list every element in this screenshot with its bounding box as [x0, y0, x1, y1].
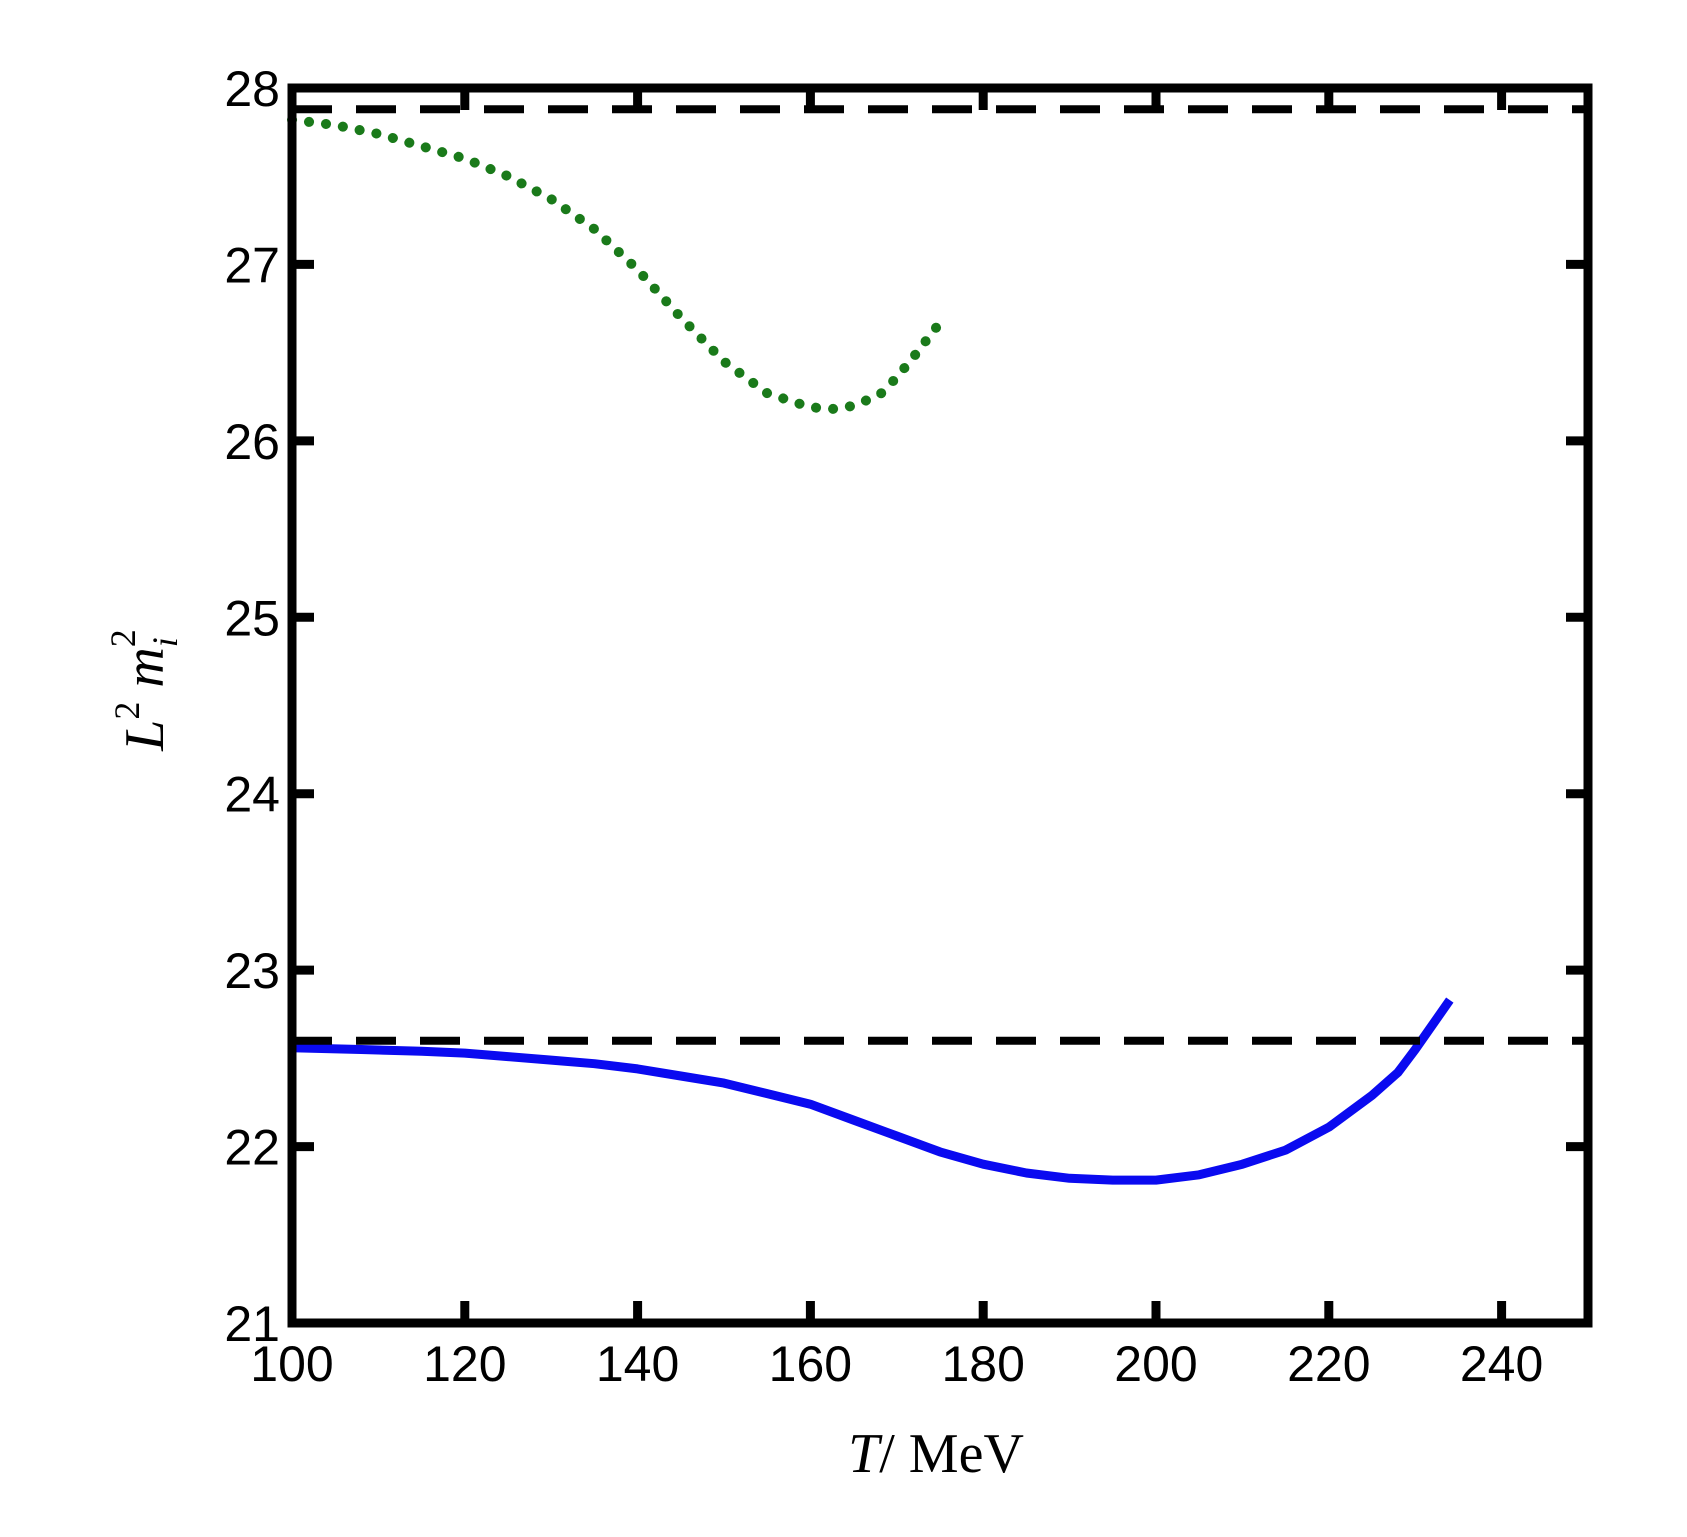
series-solid-line-1 — [291, 997, 1454, 1185]
series-dotted-line-0 — [287, 114, 945, 415]
x-tick-label: 120 — [423, 1336, 506, 1392]
y-tick-label: 23 — [224, 943, 280, 999]
x-axis-title: T/ MeV — [848, 1423, 1024, 1485]
y-tick-label: 27 — [224, 237, 280, 293]
series-layer — [287, 105, 1588, 1185]
x-tick-label: 100 — [250, 1336, 333, 1392]
y-tick-label: 21 — [224, 1296, 280, 1352]
x-tick-label: 140 — [596, 1336, 679, 1392]
y-axis-base: L — [114, 720, 176, 752]
y-tick-label: 28 — [224, 61, 280, 117]
y-axis-variable: m — [114, 647, 176, 687]
x-tick-label: 180 — [941, 1336, 1024, 1392]
tick-layer: 100 120 140 160 180 200 220 240 21 22 23 24 25 26 27 28 — [224, 61, 1588, 1392]
x-tick-label: 220 — [1287, 1336, 1370, 1392]
x-tick-label: 200 — [1114, 1336, 1197, 1392]
y-tick-label: 26 — [224, 414, 280, 470]
plot-frame — [287, 83, 1593, 1328]
y-tick-label: 25 — [224, 590, 280, 646]
x-tick-label: 160 — [769, 1336, 852, 1392]
y-axis-base-exponent: 2 — [107, 702, 147, 720]
svg-text:L2mi2: L2mi2 — [103, 629, 185, 752]
y-axis-variable-exponent: 2 — [103, 629, 143, 647]
x-tick-label: 240 — [1460, 1336, 1543, 1392]
x-axis-variable: T — [848, 1423, 883, 1485]
x-axis-unit: / MeV — [879, 1423, 1024, 1485]
y-axis-title: L2mi2 — [103, 629, 185, 752]
y-tick-label: 24 — [224, 767, 280, 823]
y-tick-label: 22 — [224, 1120, 280, 1176]
y-axis-subscript: i — [145, 637, 185, 647]
